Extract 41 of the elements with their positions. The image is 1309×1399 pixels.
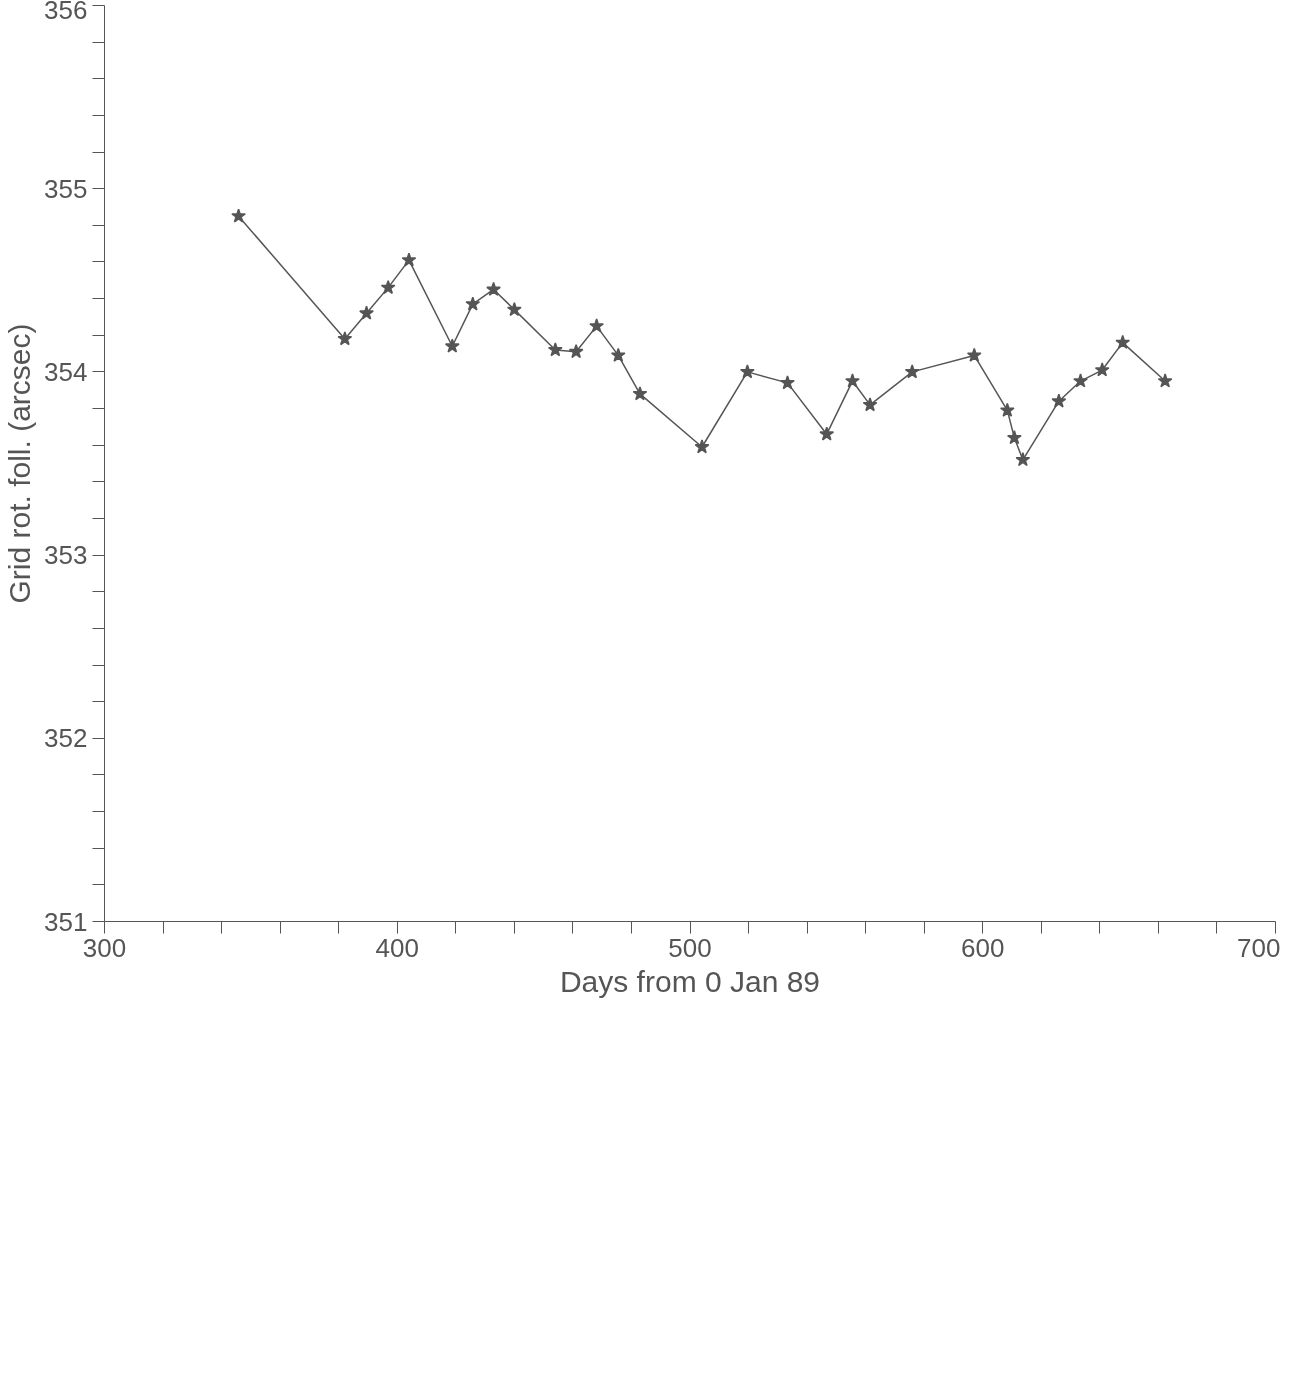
point: [1157, 373, 1173, 388]
point: [231, 208, 246, 223]
x-tick-label: 500: [668, 932, 712, 963]
x-tick-label: 700: [1237, 932, 1281, 963]
point: [819, 426, 835, 441]
point: [904, 364, 920, 379]
point: [380, 279, 396, 295]
point: [1015, 452, 1031, 467]
point: [862, 397, 878, 412]
point: [999, 402, 1015, 417]
point: [401, 252, 417, 267]
point: [359, 305, 374, 320]
point: [1094, 362, 1110, 377]
x-tick-label: 400: [375, 932, 419, 963]
x-tick-label: 600: [961, 932, 1005, 963]
y-tick-label: 355: [44, 173, 88, 204]
y-axis-title: Grid rot. foll. (arcsec): [3, 323, 37, 604]
point: [465, 296, 481, 311]
point: [780, 375, 795, 390]
point: [739, 364, 755, 379]
y-tick-label: 353: [44, 540, 88, 571]
point: [444, 338, 460, 353]
y-tick-label: 354: [44, 356, 88, 387]
y-tick-label: 356: [44, 0, 88, 25]
point: [1115, 334, 1131, 349]
point: [1051, 393, 1067, 408]
point: [694, 439, 710, 454]
point: [547, 342, 563, 357]
point: [610, 347, 626, 362]
x-axis-title: Days from 0 Jan 89: [559, 964, 821, 998]
point: [966, 347, 982, 362]
point: [1006, 430, 1022, 445]
point: [506, 301, 522, 317]
y-tick-label: 352: [44, 723, 88, 754]
point: [632, 386, 648, 401]
point: [337, 331, 353, 346]
point: [1073, 373, 1088, 388]
point: [845, 373, 860, 388]
point: [568, 344, 584, 359]
point: [486, 281, 501, 296]
point: [589, 318, 605, 333]
